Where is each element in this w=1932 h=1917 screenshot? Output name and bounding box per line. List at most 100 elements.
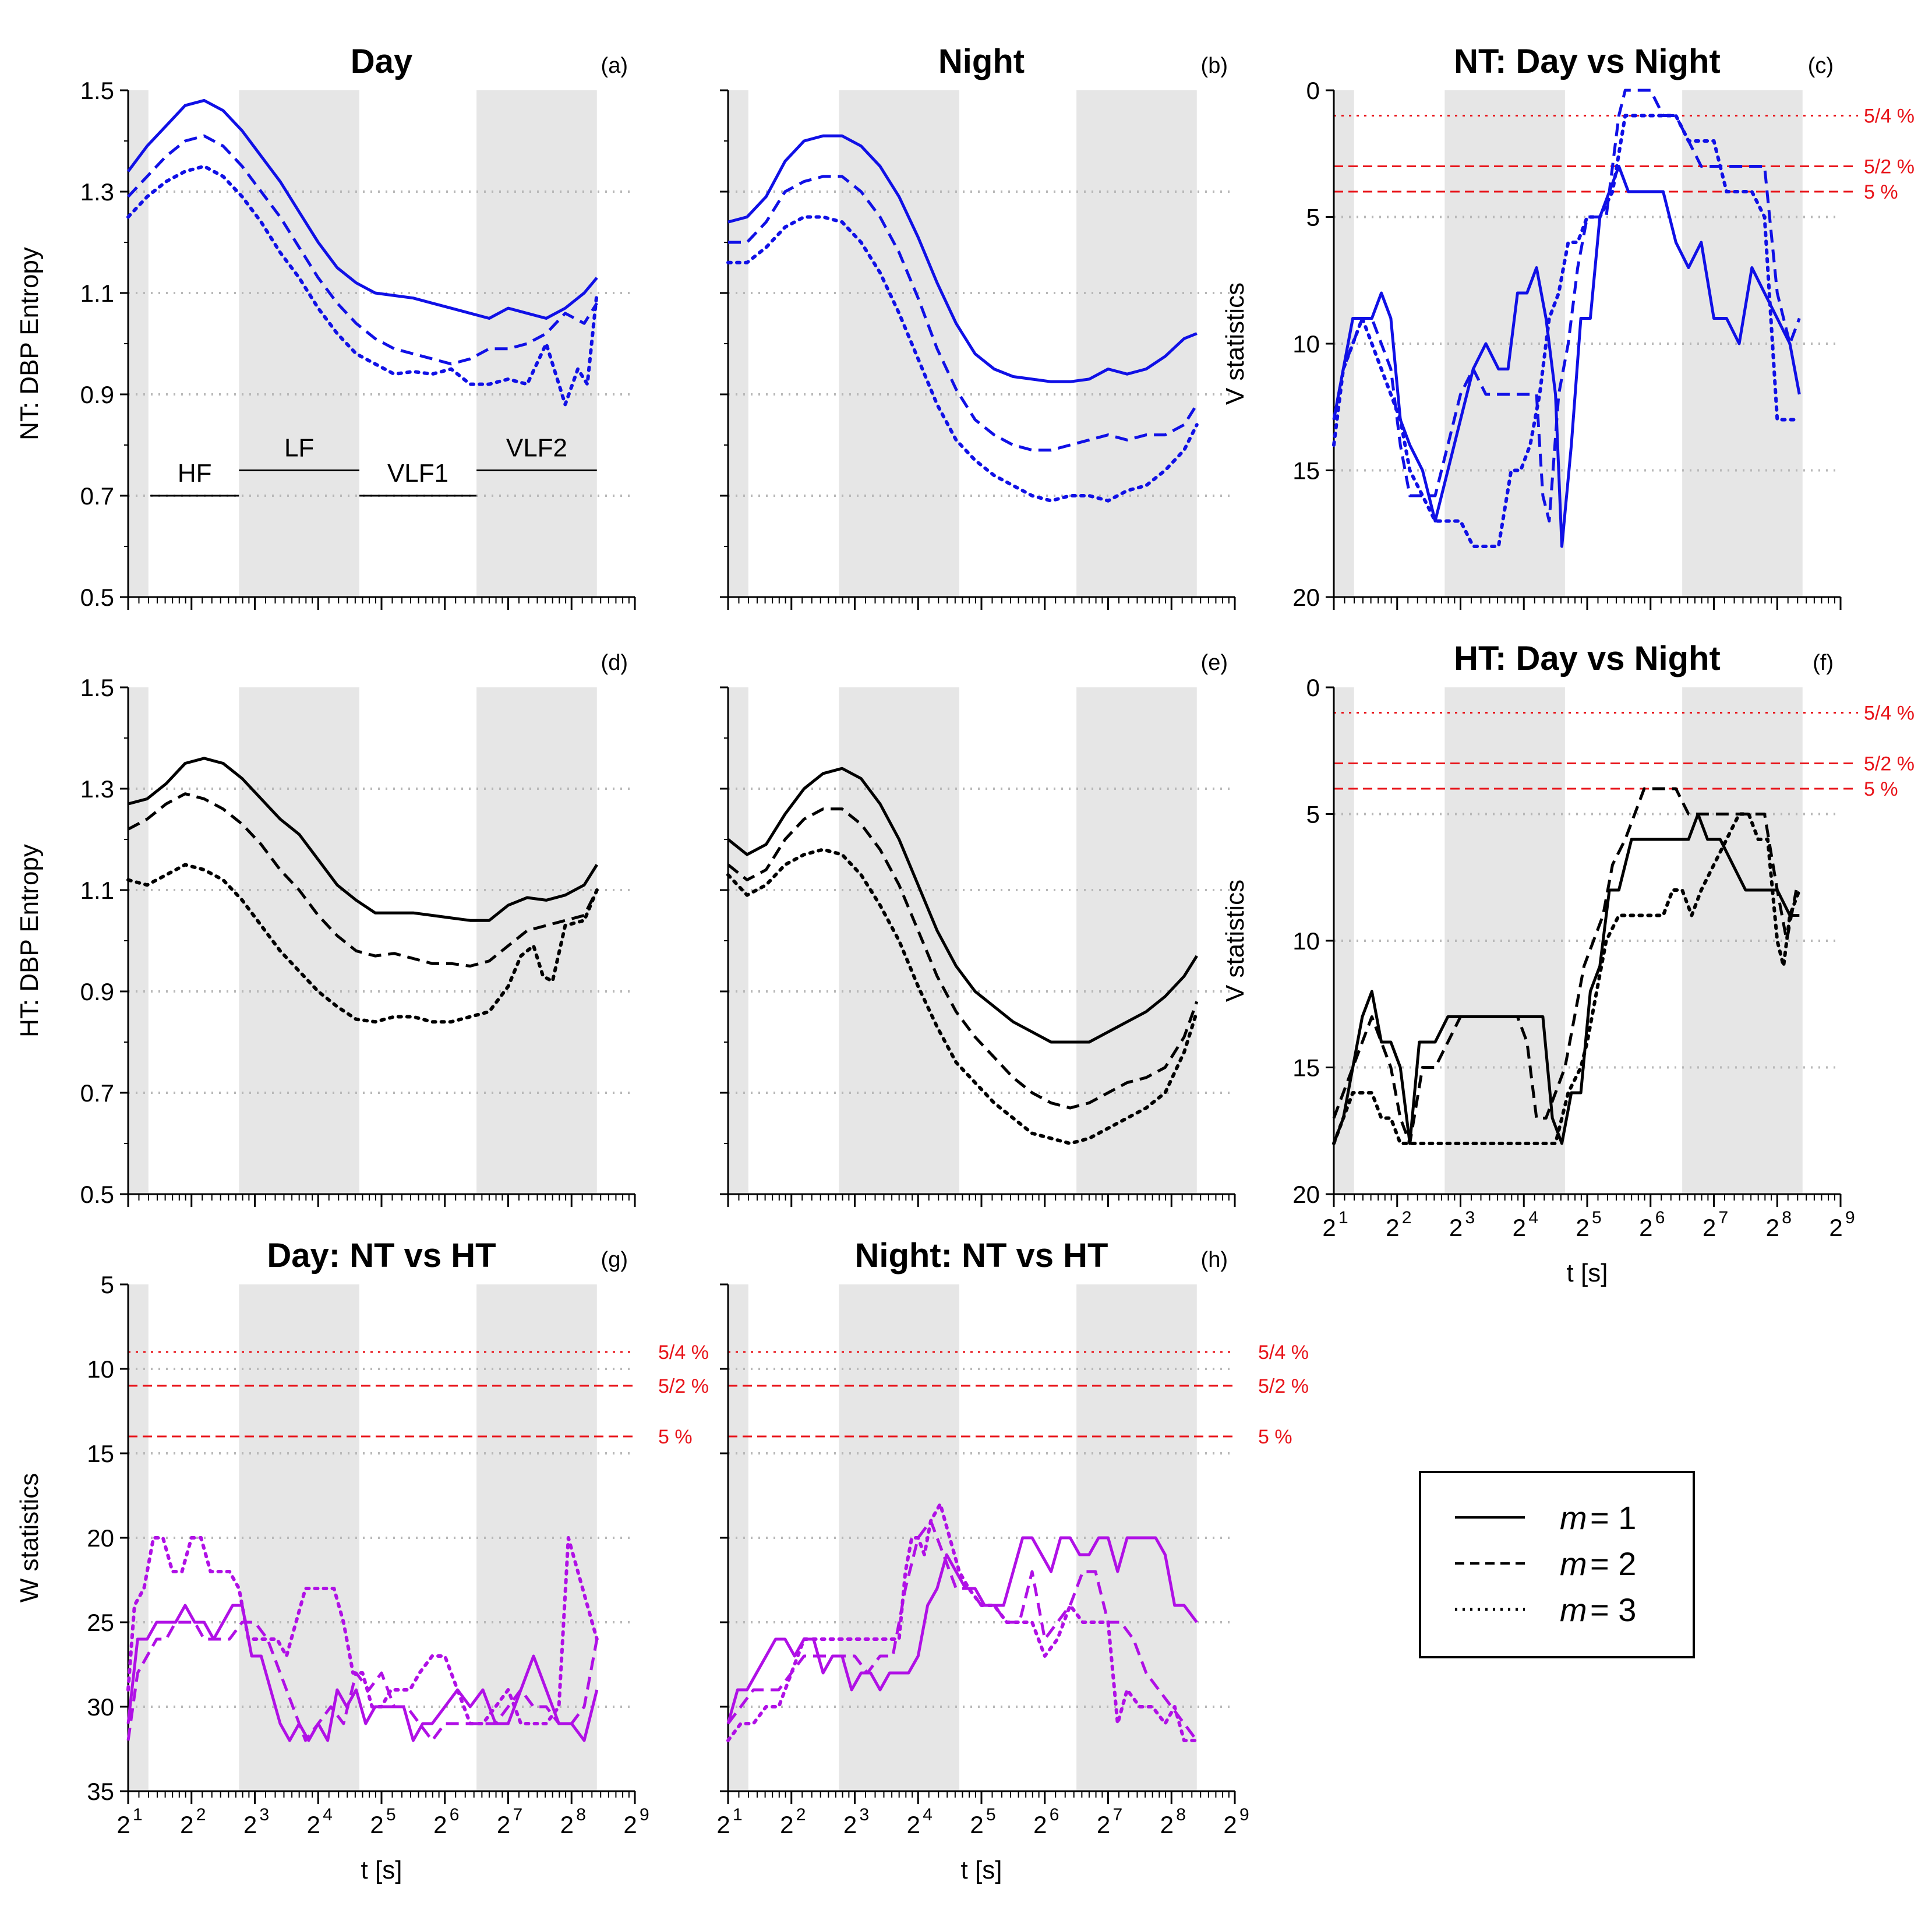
series-line-m3 bbox=[126, 1536, 599, 1725]
series-line-m1 bbox=[727, 134, 1198, 383]
y-tick-label: 5 bbox=[101, 1271, 114, 1298]
chart-panel-a: 0.5 0.7 0.9 1.1 1.3 1.5 Day (a) NT: DBP Entropy H… bbox=[15, 43, 636, 611]
panel-label: (c) bbox=[1808, 54, 1834, 78]
shaded-band-3 bbox=[476, 687, 597, 1194]
series-line-m1 bbox=[126, 1604, 599, 1742]
y-tick-label: 0.5 bbox=[80, 584, 114, 611]
series-line-m3 bbox=[126, 164, 599, 407]
y-tick-label: 1.3 bbox=[80, 775, 114, 803]
ref-line-label-1: 5/4 % bbox=[658, 1341, 709, 1364]
ref-line-label-2: 5/2 % bbox=[658, 1375, 709, 1397]
x-tick-exponent: 8 bbox=[1176, 1805, 1186, 1824]
panel-label: (e) bbox=[1201, 651, 1228, 675]
x-tick-label: 2 bbox=[1576, 1214, 1589, 1241]
x-tick-label: 2 bbox=[1449, 1214, 1463, 1241]
ref-line-label-3: 5 % bbox=[1864, 181, 1898, 203]
x-tick-exponent: 4 bbox=[323, 1805, 333, 1824]
x-tick-label: 2 bbox=[497, 1811, 510, 1838]
legend: m = 1 m = 2 m = 3 bbox=[1419, 1471, 1695, 1658]
x-tick-exponent: 3 bbox=[260, 1805, 270, 1824]
panel-title: Day bbox=[351, 43, 412, 80]
y-tick-label: 1.5 bbox=[80, 674, 114, 701]
y-axis-label: V statistics bbox=[1221, 880, 1249, 1002]
y-tick-label: 5 bbox=[1306, 801, 1320, 828]
y-tick-label: 1.1 bbox=[80, 280, 114, 307]
x-tick-label: 2 bbox=[780, 1811, 793, 1838]
y-tick-label: 1.5 bbox=[80, 77, 114, 104]
y-axis-label: V statistics bbox=[1221, 283, 1249, 405]
x-tick-exponent: 4 bbox=[923, 1805, 933, 1824]
shaded-band-2 bbox=[239, 687, 359, 1194]
panel-label: (b) bbox=[1201, 54, 1228, 78]
x-axis-label: t [s] bbox=[1567, 1259, 1608, 1287]
y-tick-label: 0.9 bbox=[80, 381, 114, 408]
y-tick-label: 10 bbox=[1292, 927, 1320, 955]
panel-label: (f) bbox=[1813, 651, 1834, 675]
series-line-m2 bbox=[127, 134, 598, 366]
x-tick-label: 2 bbox=[433, 1811, 447, 1838]
y-tick-label: 1.1 bbox=[80, 877, 114, 904]
legend-entry-2-eq: = 2 bbox=[1590, 1545, 1636, 1582]
shaded-band-2 bbox=[1444, 90, 1565, 597]
x-tick-exponent: 1 bbox=[733, 1805, 743, 1824]
legend-entry-1-eq: = 1 bbox=[1590, 1499, 1636, 1536]
shaded-band-3 bbox=[476, 90, 597, 597]
x-tick-label: 2 bbox=[116, 1811, 130, 1838]
series-line-m2 bbox=[1332, 89, 1801, 523]
y-tick-label: 0.9 bbox=[80, 978, 114, 1005]
shaded-band-1 bbox=[728, 90, 748, 597]
ref-line-label-3: 5 % bbox=[1864, 778, 1898, 800]
shaded-band-2 bbox=[839, 687, 959, 1194]
x-tick-exponent: 9 bbox=[640, 1805, 649, 1824]
ref-line-label-1: 5/4 % bbox=[1864, 702, 1915, 725]
x-tick-exponent: 1 bbox=[133, 1805, 143, 1824]
series-line-m3 bbox=[1332, 812, 1802, 1145]
y-tick-label: 10 bbox=[87, 1355, 114, 1383]
x-tick-exponent: 8 bbox=[576, 1805, 586, 1824]
series-line-m1 bbox=[126, 98, 598, 320]
y-tick-label: 0.7 bbox=[80, 1079, 114, 1107]
x-tick-label: 2 bbox=[1829, 1214, 1842, 1241]
legend-box bbox=[1419, 1471, 1695, 1658]
x-tick-exponent: 6 bbox=[1655, 1208, 1665, 1227]
series-line-m2 bbox=[1332, 787, 1798, 1145]
x-tick-label: 2 bbox=[307, 1811, 320, 1838]
x-tick-exponent: 6 bbox=[1050, 1805, 1059, 1824]
series-line-m3 bbox=[726, 1502, 1199, 1742]
series-line-m2 bbox=[727, 807, 1199, 1110]
x-tick-label: 2 bbox=[1703, 1214, 1716, 1241]
ref-line-label-1: 5/4 % bbox=[1258, 1341, 1309, 1364]
series-line-m1 bbox=[128, 757, 598, 922]
x-tick-label: 2 bbox=[1322, 1214, 1336, 1241]
x-tick-exponent: 7 bbox=[1113, 1805, 1123, 1824]
x-tick-label: 2 bbox=[1097, 1811, 1110, 1838]
x-tick-exponent: 8 bbox=[1782, 1208, 1792, 1227]
ref-line-label-2: 5/2 % bbox=[1864, 753, 1915, 775]
shaded-band-1 bbox=[728, 687, 748, 1194]
x-tick-label: 2 bbox=[1513, 1214, 1526, 1241]
y-tick-label: 15 bbox=[1292, 1054, 1320, 1082]
x-tick-label: 2 bbox=[843, 1811, 857, 1838]
series-line-m2 bbox=[727, 1519, 1198, 1742]
x-tick-label: 2 bbox=[1639, 1214, 1652, 1241]
x-tick-label: 2 bbox=[1386, 1214, 1399, 1241]
x-tick-label: 2 bbox=[623, 1811, 637, 1838]
chart-panel-b: Night (b) bbox=[720, 43, 1236, 610]
y-tick-label: 20 bbox=[1292, 584, 1320, 611]
band-label-3: VLF1 bbox=[387, 459, 448, 488]
band-label-1: HF bbox=[178, 459, 212, 488]
y-tick-label: 15 bbox=[87, 1440, 114, 1467]
chart-panel-d: 0.5 0.7 0.9 1.1 1.3 1.5 (d) HT: DBP Entropy bbox=[15, 651, 636, 1208]
shaded-band-2 bbox=[239, 90, 359, 597]
x-tick-label: 2 bbox=[716, 1811, 730, 1838]
chart-panel-h: 5/4 %5/2 %5 %2 1 2 2 2 3 2 4 2 5 2 6 2 7 2 8 2 9t [s]Nigh… bbox=[716, 1237, 1309, 1884]
shaded-band-1 bbox=[128, 687, 149, 1194]
y-tick-label: 15 bbox=[1292, 457, 1320, 485]
y-tick-label: 10 bbox=[1292, 330, 1320, 358]
legend-entry-1-m: m bbox=[1560, 1499, 1587, 1536]
x-tick-exponent: 6 bbox=[450, 1805, 460, 1824]
y-tick-label: 0.7 bbox=[80, 482, 114, 510]
series-line-m1 bbox=[727, 767, 1198, 1044]
panel-label: (a) bbox=[601, 54, 628, 78]
